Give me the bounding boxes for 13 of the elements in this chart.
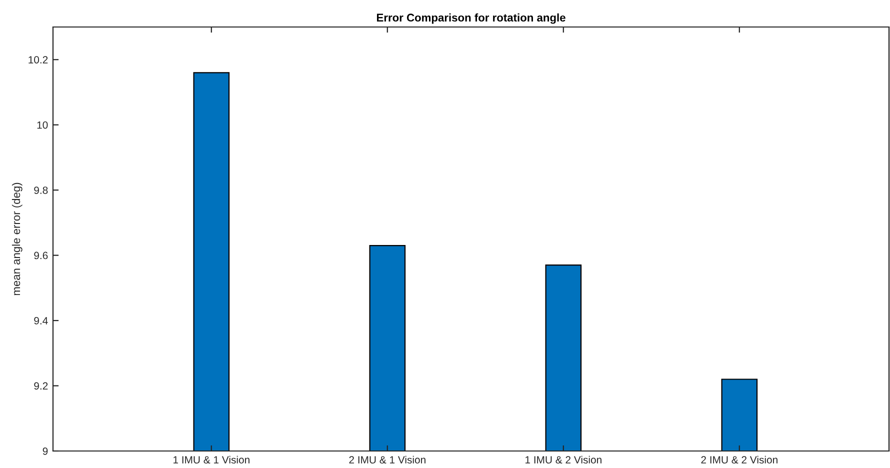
- y-tick-label: 9.8: [34, 186, 48, 194]
- y-tick-label: 10: [37, 121, 48, 129]
- x-tick-label: 2 IMU & 2 Vision: [701, 456, 778, 464]
- x-tick-label: 2 IMU & 1 Vision: [349, 456, 426, 464]
- y-tick-label: 9.6: [34, 252, 48, 260]
- y-tick-label: 9.2: [34, 382, 48, 390]
- y-tick-label: 10.2: [28, 56, 48, 64]
- y-tick-label: 9.4: [34, 317, 48, 324]
- y-axis-title: mean angle error (deg): [12, 182, 22, 296]
- x-tick-label: 1 IMU & 1 Vision: [174, 456, 250, 464]
- x-tick-label: 1 IMU & 2 Vision: [526, 456, 602, 464]
- chart-title: Error Comparison for rotation angle: [376, 13, 566, 24]
- y-tick-label: 9: [42, 448, 48, 455]
